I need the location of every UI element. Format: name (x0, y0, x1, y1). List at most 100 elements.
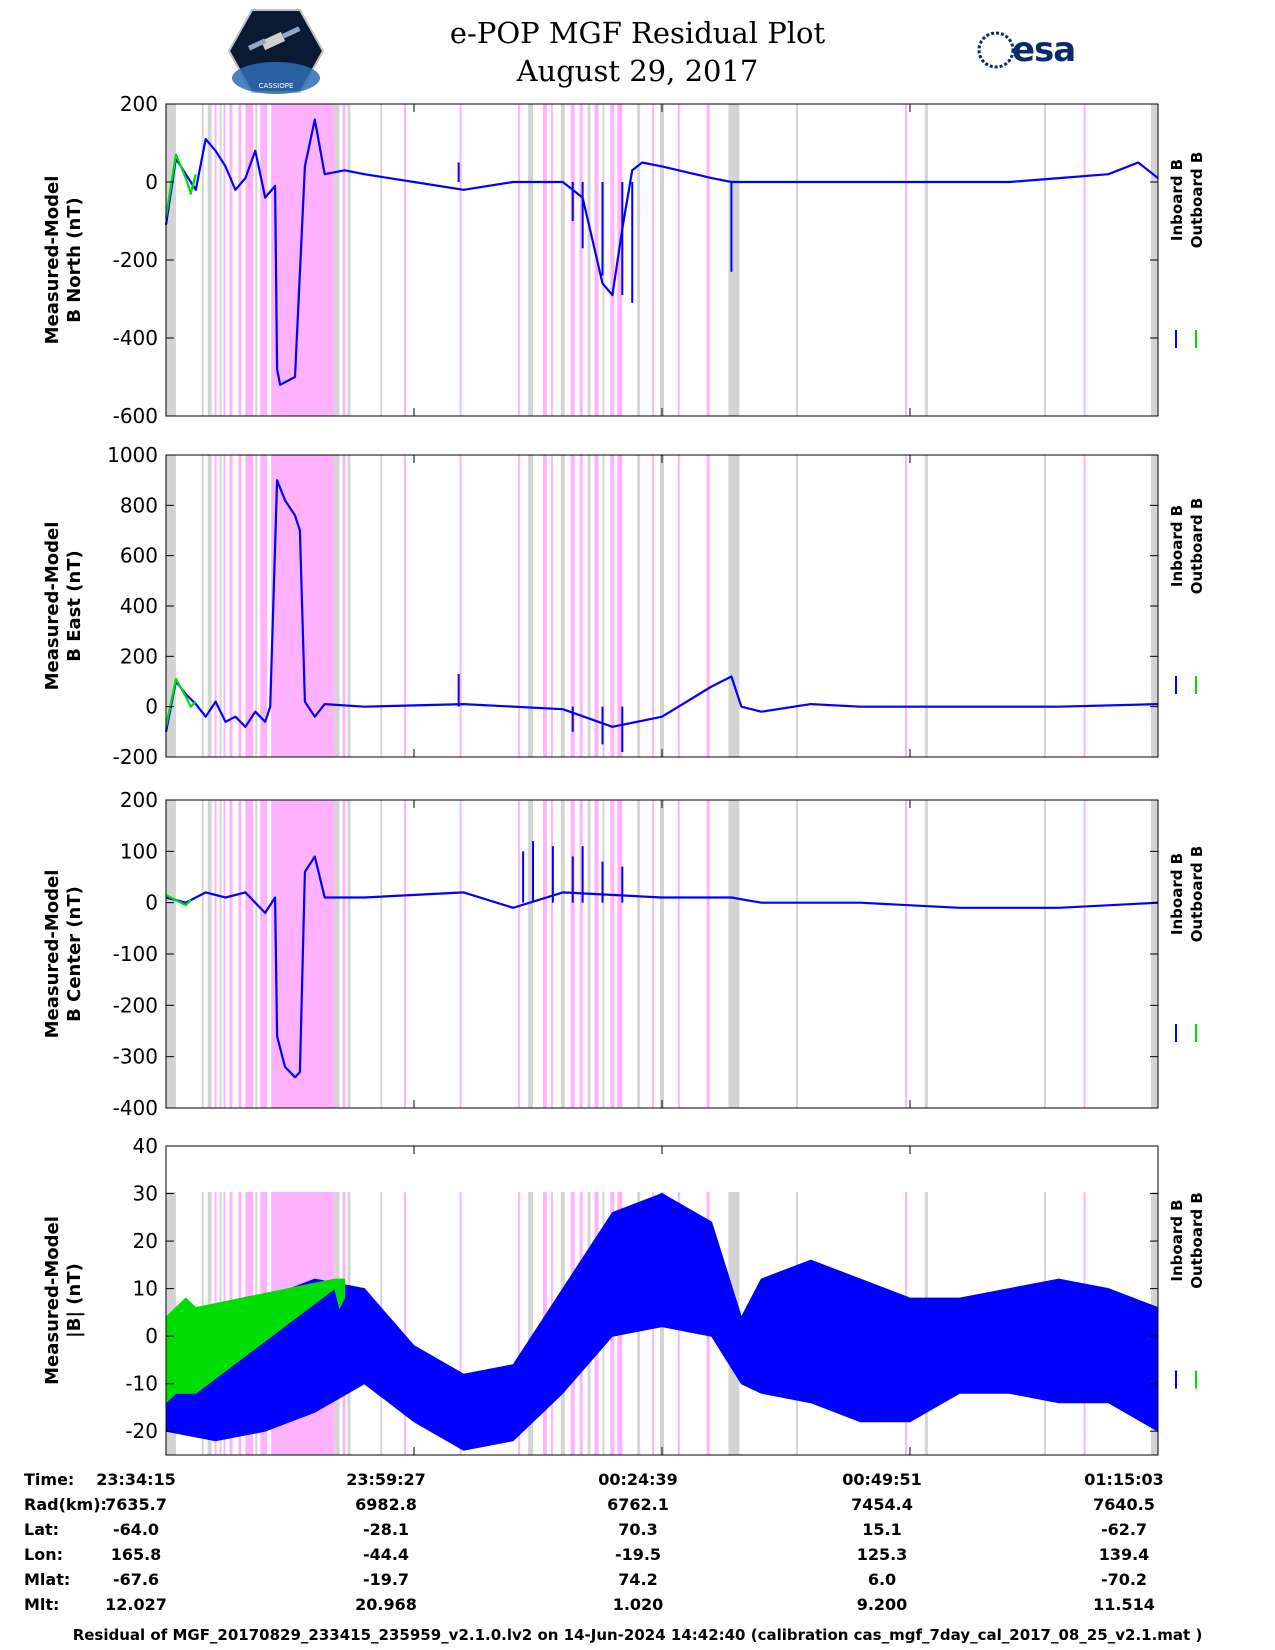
gray-band (347, 800, 351, 1108)
y-axis-label: Measured-Model (42, 870, 63, 1039)
magenta-band (677, 104, 680, 416)
gray-band (924, 455, 928, 757)
gray-band (255, 104, 258, 416)
gray-band (602, 455, 605, 757)
info-row-value: 6.0 (867, 1570, 897, 1589)
inboard-series (164, 479, 1159, 733)
info-row-value: -44.4 (362, 1545, 410, 1564)
magenta-band (214, 455, 217, 757)
y-axis-label: B East (nT) (64, 550, 85, 662)
info-row-value: 7635.7 (105, 1495, 167, 1514)
gray-band (637, 800, 641, 1108)
magenta-band (229, 800, 233, 1108)
gray-band (795, 104, 798, 416)
y-tick-label: 1000 (107, 443, 158, 467)
magenta-band (617, 800, 623, 1108)
info-row-value: -19.7 (362, 1570, 410, 1589)
gray-band (334, 104, 340, 416)
magenta-band (518, 1192, 521, 1455)
info-row-value: 20.968 (355, 1595, 417, 1614)
magenta-band (223, 800, 226, 1108)
y-axis-label: B North (nT) (64, 197, 85, 323)
y-tick-label: 40 (133, 1134, 158, 1158)
gray-band (728, 455, 740, 757)
chart-panel-2: 1000 800 600 400 200 0 -200 Measured-Model B Eas… (42, 443, 1206, 769)
y-axis-label: Measured-Model (42, 176, 63, 345)
info-row-label: Lat: (24, 1520, 60, 1539)
gray-band (560, 104, 565, 416)
magenta-band (214, 800, 217, 1108)
magenta-band (579, 800, 583, 1108)
magenta-band (570, 800, 575, 1108)
info-row-value: 23:34:15 (96, 1470, 176, 1489)
magenta-band (1083, 455, 1086, 757)
info-row-value: -19.5 (614, 1545, 662, 1564)
gray-band (201, 800, 204, 1108)
gray-band (660, 104, 664, 416)
magenta-band (245, 800, 254, 1108)
y-tick-label: 0 (145, 695, 158, 719)
magenta-band (542, 800, 547, 1108)
magenta-band (260, 104, 268, 416)
magenta-band (550, 455, 553, 757)
magenta-band (594, 455, 599, 757)
outboard-series (165, 1278, 346, 1404)
info-row-value: -64.0 (112, 1520, 160, 1539)
magenta-band (245, 455, 254, 757)
plot-title: e-POP MGF Residual Plot (449, 16, 826, 50)
magenta-band (459, 800, 462, 1108)
magenta-band (905, 800, 908, 1108)
y-tick-label: 400 (120, 594, 158, 618)
y-axis-label: B Center (nT) (64, 886, 85, 1022)
gray-band (219, 455, 222, 757)
gray-band (660, 455, 664, 757)
footer-caption: Residual of MGF_20170829_233415_235959_v… (72, 1626, 1203, 1644)
magenta-band (459, 1192, 462, 1455)
info-row-value: 01:15:03 (1084, 1470, 1164, 1489)
info-row-value: 6982.8 (355, 1495, 417, 1514)
outboard-series (164, 677, 197, 728)
magenta-band (550, 104, 553, 416)
magenta-band (617, 455, 623, 757)
y-axis-label: Measured-Model (42, 1216, 63, 1385)
info-row-value: -28.1 (362, 1520, 410, 1539)
gray-band (1043, 455, 1046, 757)
magenta-band (594, 800, 599, 1108)
magenta-band (617, 104, 623, 416)
gray-band (528, 1192, 534, 1455)
info-row-value: 7454.4 (851, 1495, 913, 1514)
legend-outboard-label: Outboard B (1188, 498, 1206, 595)
y-tick-label: 800 (120, 493, 158, 517)
gray-band (201, 455, 204, 757)
chart-panel-4: 40 30 20 10 0 -10 -20 Measured-Model |B| (nT) Inb… (42, 1134, 1206, 1456)
legend-inboard-label: Inboard B (1168, 505, 1186, 587)
magenta-band (238, 104, 242, 416)
gray-band (602, 800, 605, 1108)
magenta-band (905, 455, 908, 757)
gray-band (207, 104, 212, 416)
y-tick-label: 30 (133, 1182, 158, 1206)
gray-band (201, 104, 204, 416)
gray-band (207, 455, 212, 757)
gray-band (560, 800, 565, 1108)
y-axis-label: |B| (nT) (64, 1263, 85, 1338)
legend-outboard-label: Outboard B (1188, 152, 1206, 249)
magenta-band (652, 104, 655, 416)
y-tick-label: 200 (120, 92, 158, 116)
legend-outboard-label: Outboard B (1188, 1192, 1206, 1289)
gray-band (728, 104, 740, 416)
magenta-band (706, 455, 710, 757)
magenta-band (238, 800, 242, 1108)
gray-band (219, 800, 222, 1108)
gray-band (637, 104, 641, 416)
magenta-band (342, 104, 346, 416)
info-row-value: 7640.5 (1093, 1495, 1155, 1514)
magenta-band (542, 104, 547, 416)
gray-band (660, 800, 664, 1108)
y-tick-label: 200 (120, 644, 158, 668)
y-tick-label: -200 (113, 248, 158, 272)
inboard-series (165, 855, 1159, 1079)
magenta-band (518, 104, 521, 416)
